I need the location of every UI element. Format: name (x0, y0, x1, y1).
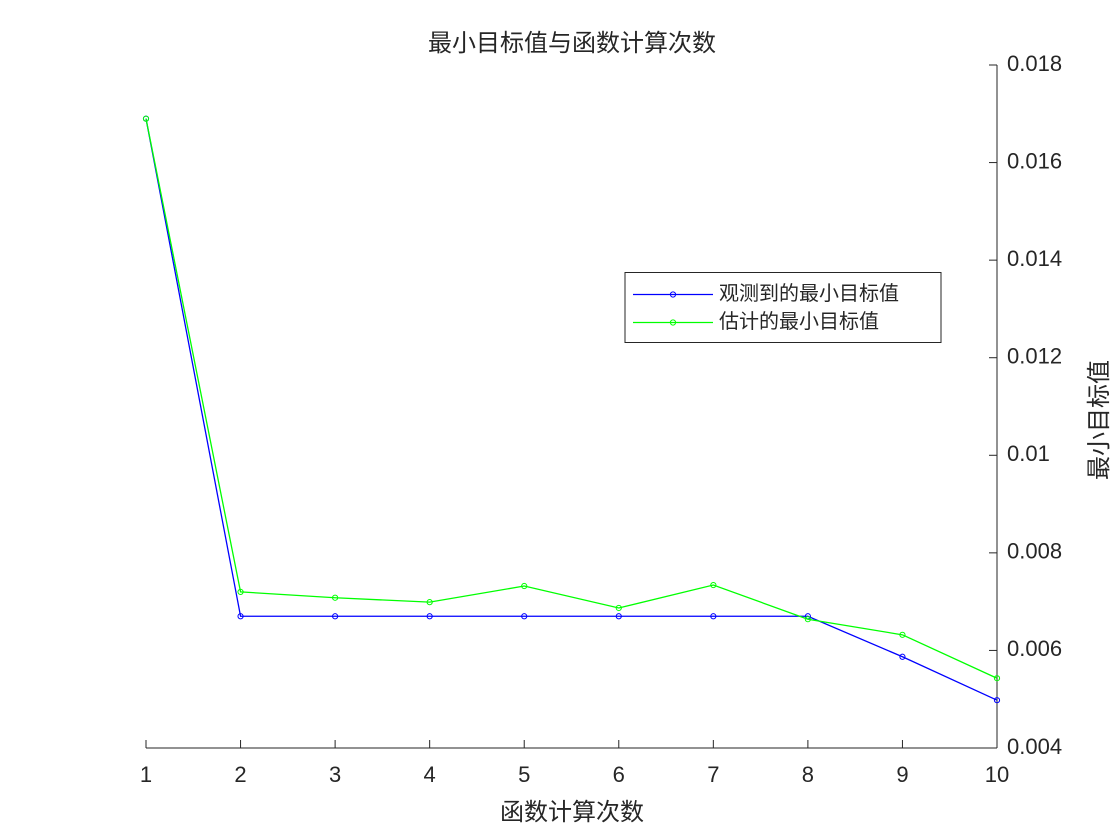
y-tick-label: 0.01 (1007, 441, 1050, 466)
point (804, 616, 811, 623)
x-axis-label: 函数计算次数 (500, 798, 644, 826)
x-tick-label: 5 (518, 762, 530, 787)
y-tick-label: 0.004 (1007, 734, 1062, 759)
point (426, 599, 433, 606)
point (332, 594, 339, 601)
legend-label: 估计的最小目标值 (719, 309, 879, 333)
y-tick-label: 0.008 (1007, 539, 1062, 564)
x-tick-label: 10 (985, 762, 1009, 787)
point (615, 613, 622, 620)
series-line (145, 118, 998, 701)
point (993, 697, 1001, 704)
point (710, 613, 717, 620)
legend-box (624, 272, 942, 343)
y-tick-label: 0.006 (1007, 636, 1062, 661)
point (521, 582, 528, 590)
y-tick-label: 0.012 (1007, 344, 1062, 369)
x-tick-label: 2 (234, 762, 246, 787)
point (142, 115, 150, 122)
legend-marker (669, 291, 677, 298)
x-tick-label: 3 (329, 762, 341, 787)
y-tick-label: 0.018 (1007, 51, 1062, 76)
point (615, 604, 622, 612)
x-tick-label: 4 (424, 762, 436, 787)
point (237, 613, 244, 620)
x-tick-label: 7 (707, 762, 719, 787)
legend-marker (669, 319, 677, 326)
point (332, 613, 339, 620)
point (993, 675, 1001, 682)
x-tick-label: 8 (802, 762, 814, 787)
x-tick-label: 6 (613, 762, 625, 787)
point (899, 631, 906, 638)
y-tick-label: 0.014 (1007, 246, 1062, 271)
y-axis-label: 最小目标值 (1085, 360, 1113, 480)
series-line (145, 118, 998, 679)
x-tick-label: 1 (140, 762, 152, 787)
point (899, 653, 906, 660)
chart-title: 最小目标值与函数计算次数 (428, 29, 716, 57)
point (426, 613, 433, 620)
point (521, 613, 528, 620)
point (710, 581, 717, 589)
point (237, 588, 244, 595)
legend-label: 观测到的最小目标值 (719, 281, 899, 305)
y-tick-label: 0.016 (1007, 148, 1062, 173)
x-tick-label: 9 (896, 762, 908, 787)
